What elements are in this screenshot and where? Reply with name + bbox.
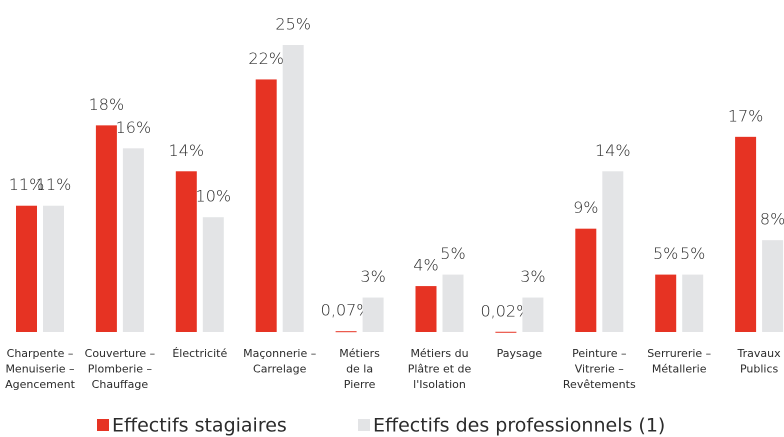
x-tick-label: Menuiserie –	[5, 363, 74, 376]
x-tick-label: l'Isolation	[413, 378, 466, 391]
x-tick-label: Publics	[740, 363, 779, 376]
bar	[335, 331, 357, 333]
x-tick-label: Métallerie	[652, 363, 707, 376]
x-tick-label: Pierre	[344, 378, 376, 391]
value-label: 25%	[275, 15, 311, 34]
x-tick-label: Travaux	[737, 347, 782, 360]
bar	[282, 45, 304, 332]
value-label: 5%	[440, 244, 465, 263]
value-label: 14%	[595, 141, 631, 160]
value-label: 0,07%	[321, 301, 372, 320]
value-label: 11%	[36, 175, 72, 194]
bar	[442, 274, 464, 332]
value-label: 5%	[680, 244, 705, 263]
x-tick-label: Métiers	[339, 347, 380, 360]
value-label: 3%	[520, 267, 545, 286]
bar	[682, 274, 704, 332]
legend-label: Effectifs des professionnels (1)	[373, 415, 665, 437]
x-tick-label: Revêtements	[563, 378, 636, 391]
value-label: 14%	[169, 141, 205, 160]
x-tick-label: Agencement	[5, 378, 76, 391]
bar	[415, 286, 437, 332]
value-label: 11%	[9, 175, 45, 194]
bar	[575, 228, 597, 332]
bar	[495, 331, 517, 333]
bar	[522, 297, 544, 332]
x-tick-label: Chauffage	[92, 378, 149, 391]
x-tick-label: Électricité	[172, 347, 227, 360]
bar	[762, 240, 784, 332]
value-label: 9%	[573, 198, 598, 217]
value-label: 3%	[360, 267, 385, 286]
value-label: 4%	[413, 256, 438, 275]
bar	[95, 125, 117, 332]
value-label: 17%	[728, 106, 764, 125]
x-tick-label: Charpente –	[7, 347, 74, 360]
x-tick-label: Carrelage	[253, 363, 307, 376]
x-tick-label: Plomberie –	[88, 363, 152, 376]
x-tick-label: Maçonnerie –	[243, 347, 316, 360]
value-label: 16%	[116, 118, 152, 137]
legend-swatch	[97, 419, 109, 431]
value-label: 5%	[653, 244, 678, 263]
bar	[202, 217, 224, 332]
bar	[255, 79, 277, 332]
bar	[43, 205, 64, 332]
x-tick-label: Vitrerie –	[575, 363, 624, 376]
bar	[655, 274, 677, 332]
x-tick-label: Métiers du	[410, 347, 468, 360]
legend-label: Effectifs stagiaires	[112, 415, 287, 437]
bar	[16, 205, 37, 332]
bar	[362, 297, 384, 332]
value-label: 0,02%	[480, 301, 531, 320]
bar	[175, 171, 197, 332]
x-tick-label: de la	[346, 363, 373, 376]
value-label: 18%	[89, 95, 125, 114]
legend-swatch	[358, 419, 370, 431]
value-label: 8%	[760, 210, 784, 229]
value-label: 10%	[196, 187, 232, 206]
bar	[602, 171, 624, 332]
x-tick-label: Serrurerie –	[647, 347, 711, 360]
x-tick-label: Plâtre et de	[408, 363, 472, 376]
bar	[735, 136, 757, 332]
bar	[122, 148, 144, 332]
x-tick-label: Couverture –	[85, 347, 156, 360]
x-tick-label: Peinture –	[572, 347, 626, 360]
value-label: 22%	[248, 49, 284, 68]
x-tick-label: Paysage	[497, 347, 543, 360]
